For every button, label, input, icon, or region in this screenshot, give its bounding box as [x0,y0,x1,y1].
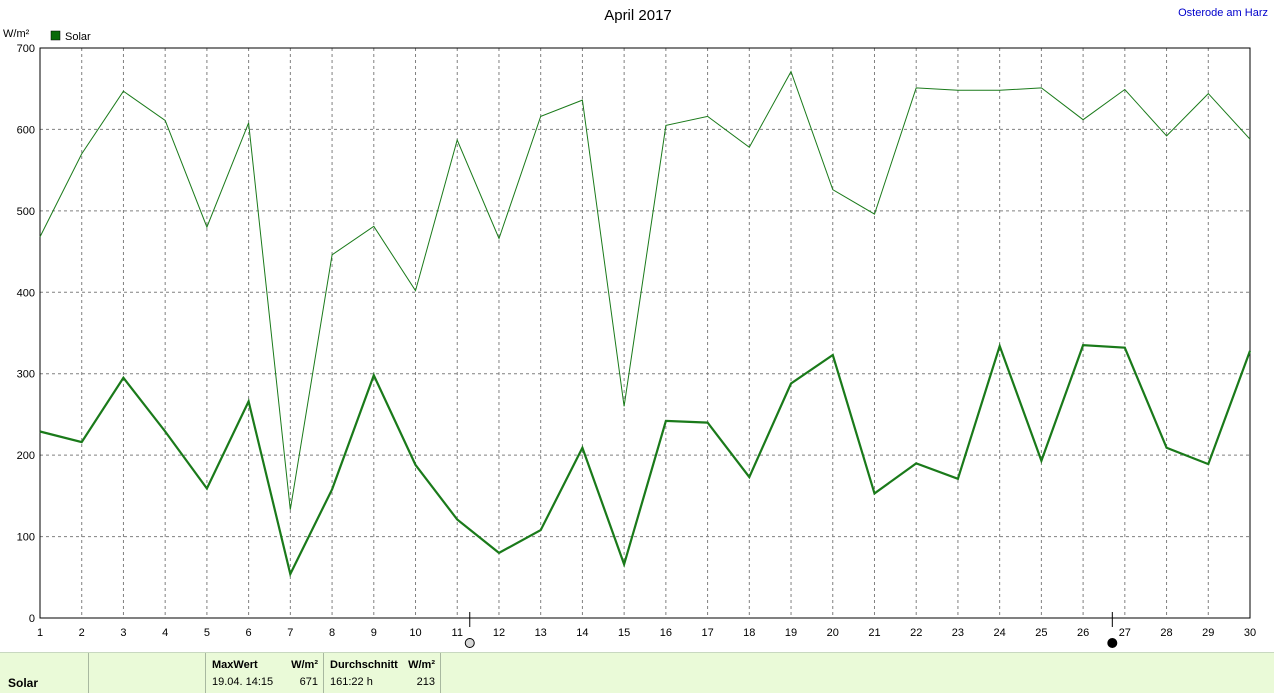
x-tick-label: 12 [493,627,505,639]
footer-panel: Solar MaxWert W/m² 19.04. 14:15 671 Durc… [0,652,1274,693]
y-tick-label: 600 [17,124,35,136]
average-value: 213 [416,676,435,688]
x-tick-label: 1 [37,627,43,639]
y-tick-label: 200 [17,450,35,462]
maxwert-unit: W/m² [291,659,318,671]
x-tick-label: 29 [1202,627,1214,639]
maxwert-date: 19.04. 14:15 [212,676,274,688]
series-line-average [39,342,1252,578]
x-tick-label: 3 [120,627,126,639]
x-tick-label: 4 [162,627,168,639]
x-tick-label: 22 [910,627,922,639]
x-tick-label: 27 [1119,627,1131,639]
x-tick-label: 6 [246,627,252,639]
legend-label: Solar [65,31,91,43]
x-tick-label: 23 [952,627,964,639]
y-axis-unit: W/m² [3,28,30,40]
x-tick-label: 14 [576,627,588,639]
footer-empty-cell [89,653,206,693]
x-tick-label: 8 [329,627,335,639]
footer-maxwert-cell: MaxWert W/m² 19.04. 14:15 671 [206,653,324,693]
y-tick-label: 500 [17,206,35,218]
x-tick-label: 9 [371,627,377,639]
y-tick-label: 0 [29,613,35,625]
x-tick-label: 17 [701,627,713,639]
average-unit: W/m² [408,659,435,671]
footer-label-cell: Solar [0,653,89,693]
x-tick-label: 21 [868,627,880,639]
legend-swatch [50,30,61,41]
series-line-max [39,70,1251,510]
x-tick-label: 25 [1035,627,1047,639]
x-tick-label: 13 [535,627,547,639]
x-tick-label: 5 [204,627,210,639]
x-tick-label: 19 [785,627,797,639]
maxwert-header: MaxWert [212,659,258,671]
x-tick-label: 15 [618,627,630,639]
y-tick-label: 300 [17,369,35,381]
maxwert-value: 671 [299,676,318,688]
y-tick-label: 700 [17,43,35,55]
x-tick-label: 18 [743,627,755,639]
chart-title: April 2017 [604,7,672,24]
y-tick-label: 400 [17,287,35,299]
x-tick-label: 26 [1077,627,1089,639]
x-tick-label: 28 [1160,627,1172,639]
x-tick-label: 2 [79,627,85,639]
full-moon-dot-icon [1107,638,1118,648]
x-tick-label: 20 [827,627,839,639]
plot-frame [39,47,1251,619]
location-label: Osterode am Harz [1178,7,1268,19]
x-tick-label: 30 [1244,627,1256,639]
x-tick-label: 16 [660,627,672,639]
footer-average-cell: Durchschnitt W/m² 161:22 h 213 [324,653,441,693]
y-tick-label: 100 [17,532,35,544]
new-moon-circle-icon [464,638,475,648]
average-header: Durchschnitt [330,659,398,671]
footer-series-label: Solar [8,676,39,690]
x-tick-label: 7 [287,627,293,639]
x-tick-label: 11 [452,627,463,639]
average-time: 161:22 h [330,676,373,688]
x-tick-label: 24 [994,627,1006,639]
solar-chart: April 2017 Osterode am Harz W/m² Solar 0… [3,7,1268,648]
x-tick-label: 10 [409,627,421,639]
